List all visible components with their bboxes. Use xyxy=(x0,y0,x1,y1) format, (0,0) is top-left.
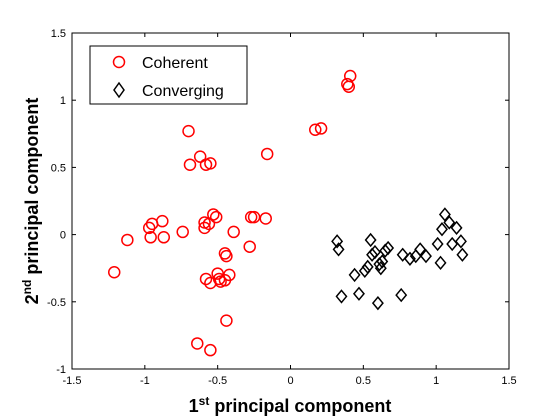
coherent-point xyxy=(157,231,171,244)
converging-point xyxy=(414,242,427,257)
y-tick-label: 0 xyxy=(60,230,66,242)
converging-point xyxy=(358,263,371,279)
coherent-point xyxy=(144,231,157,244)
coherent-point xyxy=(309,123,322,137)
coherent-point xyxy=(183,158,197,171)
coherent-point xyxy=(209,210,223,224)
converging-point xyxy=(443,215,456,230)
converging-point xyxy=(332,242,345,257)
converging-point xyxy=(379,243,392,258)
coherent-point xyxy=(227,225,240,239)
coherent-point xyxy=(191,337,204,350)
converging-point xyxy=(366,247,379,262)
converging-point xyxy=(382,240,395,256)
coherent-point xyxy=(198,221,211,235)
x-tick-label: 1 xyxy=(433,375,439,387)
x-tick-label: -1 xyxy=(140,375,150,387)
y-tick-label: 0.5 xyxy=(51,162,66,174)
converging-point xyxy=(364,232,377,248)
converging-point xyxy=(369,244,381,260)
converging-point xyxy=(361,259,374,275)
data-points xyxy=(107,69,469,357)
x-tick-label: -0.5 xyxy=(208,375,227,387)
x-tick-label: 0.5 xyxy=(356,375,371,387)
converging-point xyxy=(395,287,408,303)
x-axis-title: 1st principal component xyxy=(189,394,392,416)
coherent-point xyxy=(211,267,224,280)
x-tick-label: 1.5 xyxy=(501,375,516,387)
coherent-point xyxy=(107,265,121,279)
coherent-point xyxy=(243,240,256,253)
legend-converging-label: Converging xyxy=(142,83,224,100)
coherent-point xyxy=(199,272,213,286)
converging-point xyxy=(376,254,389,269)
series-coherent xyxy=(107,69,357,357)
x-axis-ticks: -1.5 -1 -0.5 0 0.5 1 1.5 xyxy=(63,33,517,387)
legend: Coherent Converging xyxy=(89,45,248,105)
coherent-point xyxy=(121,233,134,247)
y-axis-ticks: -1 -0.5 0 0.5 1 1.5 xyxy=(47,28,509,376)
y-tick-label: -0.5 xyxy=(47,297,66,309)
converging-point xyxy=(438,207,451,222)
coherent-point xyxy=(223,268,236,282)
converging-point xyxy=(446,236,459,252)
coherent-point xyxy=(182,124,195,138)
converging-point xyxy=(331,234,344,249)
converging-point xyxy=(434,255,447,270)
converging-point xyxy=(403,251,416,266)
legend-converging-marker xyxy=(113,81,125,99)
converging-point xyxy=(419,248,432,264)
coherent-point xyxy=(314,122,328,135)
x-tick-label: 0 xyxy=(287,375,293,387)
converging-point xyxy=(348,267,361,283)
converging-point xyxy=(371,295,384,311)
converging-point xyxy=(436,222,448,237)
y-tick-label: 1.5 xyxy=(51,28,66,40)
legend-box xyxy=(89,45,248,105)
converging-point xyxy=(352,286,365,301)
coherent-point xyxy=(193,150,207,163)
y-tick-label: -1 xyxy=(56,364,66,376)
legend-coherent-marker xyxy=(112,55,126,69)
converging-point xyxy=(456,247,469,262)
coherent-point xyxy=(204,343,217,357)
coherent-point xyxy=(343,69,357,83)
converging-point xyxy=(396,247,409,262)
converging-point xyxy=(335,289,348,304)
y-tick-label: 1 xyxy=(60,95,66,107)
coherent-point xyxy=(204,276,217,290)
converging-point xyxy=(431,236,444,252)
coherent-point xyxy=(176,225,189,239)
converging-point xyxy=(454,234,467,249)
coherent-point xyxy=(220,314,233,327)
converging-point xyxy=(373,256,386,272)
coherent-point xyxy=(156,214,169,228)
converging-point xyxy=(450,220,463,236)
coherent-point xyxy=(247,210,261,224)
legend-coherent-label: Coherent xyxy=(142,55,208,72)
coherent-point xyxy=(207,208,220,221)
y-axis-title: 2nd principal component xyxy=(20,98,42,305)
coherent-point xyxy=(220,249,233,263)
series-converging xyxy=(331,207,469,311)
coherent-point xyxy=(259,212,272,225)
coherent-point xyxy=(260,147,274,161)
x-tick-label: -1.5 xyxy=(63,375,82,387)
coherent-point xyxy=(204,157,217,170)
